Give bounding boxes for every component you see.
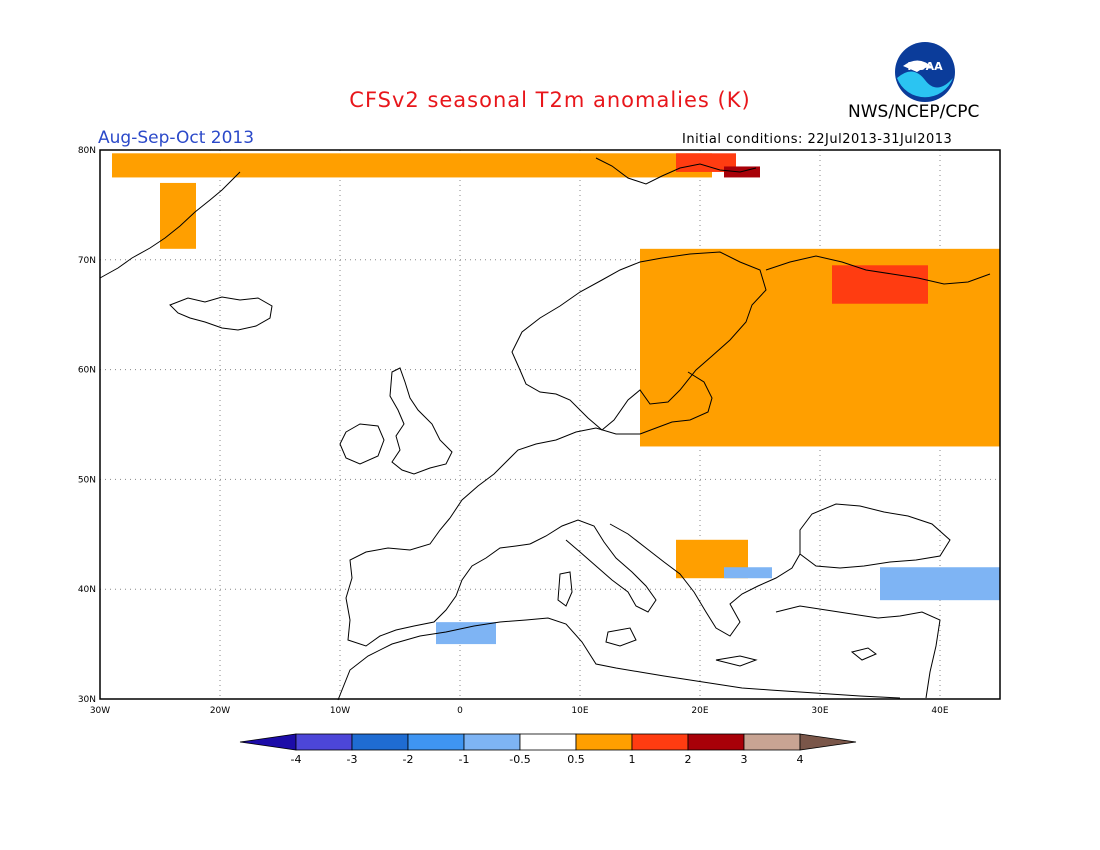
- coastlines: [99, 157, 991, 701]
- anomaly-region-0: [112, 153, 712, 178]
- colorbar-label-5: 0.5: [567, 753, 585, 766]
- colorbar-cell-9: [743, 733, 801, 751]
- lat-tick-label-2: 50N: [78, 475, 96, 485]
- initial-conditions-label: Initial conditions: 22Jul2013-31Jul2013: [682, 132, 953, 147]
- map-frame-border: [99, 149, 1001, 700]
- lon-tick-label-6: 30E: [811, 706, 828, 716]
- coastline-north-africa: [337, 617, 901, 701]
- anomaly-regions: [112, 153, 1000, 645]
- coastline-sicily: [605, 627, 637, 647]
- coastline-baltic-east: [639, 371, 713, 435]
- anomaly-region-4: [640, 248, 1000, 447]
- coastline-europe-north: [449, 427, 640, 519]
- lat-tick-label-3: 60N: [78, 366, 96, 376]
- coastline-france-iberia: [345, 517, 531, 647]
- anomaly-region-5: [832, 265, 928, 304]
- colorbar-cell-1: [295, 733, 353, 751]
- coastline-greenland: [99, 171, 241, 279]
- colorbar-label-4: -0.5: [509, 753, 530, 766]
- lon-tick-label-3: 0: [457, 706, 463, 716]
- coastline-crete: [715, 655, 758, 667]
- coastline-balkans-greece: [609, 523, 801, 637]
- colorbar-label-0: -4: [291, 753, 302, 766]
- colorbar: -4 -3 -2 -1 -0.5 0.5 1 2 3 4: [239, 733, 857, 766]
- noaa-logo-text: NOAA: [907, 60, 943, 73]
- colorbar-cell-7: [631, 733, 689, 751]
- lat-tick-label-4: 70N: [78, 256, 96, 266]
- colorbar-label-9: 4: [797, 753, 804, 766]
- coastline-italy: [529, 519, 657, 613]
- coastline-iceland: [169, 296, 273, 331]
- forecast-period-label: Aug-Sep-Oct 2013: [98, 128, 255, 148]
- lat-tick-label-0: 30N: [78, 695, 96, 705]
- anomaly-region-1: [676, 153, 736, 172]
- coastline-great-britain: [389, 367, 453, 475]
- colorbar-label-6: 1: [629, 753, 636, 766]
- lon-tick-label-4: 10E: [571, 706, 588, 716]
- lat-tick-label-1: 40N: [78, 585, 96, 595]
- lon-tick-label-2: 10W: [330, 706, 350, 716]
- colorbar-cell-10: [799, 733, 857, 751]
- colorbar-cell-0: [239, 733, 297, 751]
- noaa-logo-icon: NOAA: [895, 42, 955, 102]
- map-frame: [99, 149, 1001, 700]
- coastline-scandinavia: [511, 251, 767, 431]
- lon-tick-label-5: 20E: [691, 706, 708, 716]
- colorbar-cell-5: [519, 733, 577, 751]
- map-title: CFSv2 seasonal T2m anomalies (K): [349, 88, 751, 112]
- colorbar-cell-8: [687, 733, 745, 751]
- colorbar-label-1: -3: [347, 753, 358, 766]
- agency-label: NWS/NCEP/CPC: [848, 102, 980, 122]
- coastline-ireland: [339, 423, 385, 465]
- coastline-russia-north: [765, 255, 991, 285]
- lon-tick-label-7: 40E: [931, 706, 948, 716]
- anomaly-region-7: [724, 567, 772, 579]
- coastline-black-sea: [799, 503, 951, 569]
- colorbar-cell-2: [351, 733, 409, 751]
- anomaly-region-8: [880, 567, 1000, 601]
- lon-tick-label-1: 20W: [210, 706, 230, 716]
- lon-tick-label-0: 30W: [90, 706, 110, 716]
- colorbar-label-8: 3: [741, 753, 748, 766]
- colorbar-label-2: -2: [403, 753, 414, 766]
- colorbar-label-7: 2: [685, 753, 692, 766]
- colorbar-cell-6: [575, 733, 633, 751]
- coastline-svalbard: [595, 157, 757, 185]
- anomaly-region-9: [436, 622, 496, 645]
- coastline-turkey-levant: [775, 605, 941, 699]
- colorbar-label-3: -1: [459, 753, 470, 766]
- colorbar-cell-3: [407, 733, 465, 751]
- lat-tick-label-5: 80N: [78, 146, 96, 156]
- coastline-cyprus: [850, 647, 877, 661]
- colorbar-cell-4: [463, 733, 521, 751]
- coastline-sardinia: [557, 571, 573, 607]
